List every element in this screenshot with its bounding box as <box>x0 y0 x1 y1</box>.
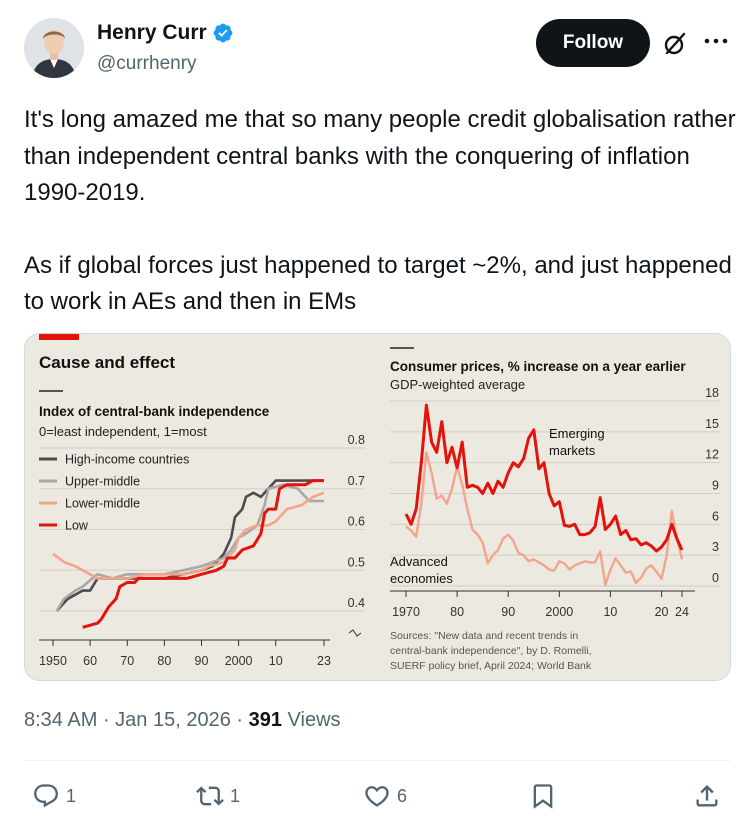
tweet-paragraph-2: As if global forces just happened to tar… <box>24 251 732 316</box>
bookmark-icon <box>533 784 553 809</box>
share-button[interactable] <box>693 780 721 812</box>
right-y-tick-label: 12 <box>705 448 719 462</box>
like-icon <box>365 786 389 807</box>
tweet-media-chart[interactable]: Cause and effect Index of central-bank i… <box>24 333 731 681</box>
avatar-image <box>24 18 84 78</box>
left-y-tick-label: 0.5 <box>348 555 365 569</box>
author-avatar[interactable] <box>24 18 84 78</box>
legend-label: High-income countries <box>65 453 189 467</box>
right-x-tick-label: 24 <box>675 605 689 619</box>
annotation-advanced-2: economies <box>390 571 453 586</box>
source-line-1: Sources: "New data and recent trends in <box>390 630 578 642</box>
left-x-tick-label: 23 <box>317 654 331 668</box>
annotation-emerging-1: Emerging <box>549 426 605 441</box>
source-line-3: SUERF policy brief, April 2024; World Ba… <box>390 660 592 672</box>
left-chart-subtitle: Index of central-bank independence <box>39 404 270 419</box>
like-button[interactable]: 6 <box>363 780 407 812</box>
grok-icon[interactable] <box>662 31 688 57</box>
tweet-text: It's long amazed me that so many people … <box>24 102 736 321</box>
left-x-tick-label: 2000 <box>225 654 253 668</box>
divider <box>24 760 731 761</box>
left-chart-title: Cause and effect <box>39 353 175 372</box>
annotation-emerging-2: markets <box>549 443 596 458</box>
left-series-line <box>52 491 325 580</box>
left-x-tick-label: 1950 <box>39 654 67 668</box>
right-series-line <box>405 451 684 587</box>
like-count: 6 <box>397 785 408 806</box>
tweet-time[interactable]: 8:34 AM <box>24 709 98 731</box>
more-icon[interactable] <box>703 31 729 51</box>
author-name-text: Henry Curr <box>97 21 207 44</box>
right-y-tick-label: 9 <box>712 479 719 493</box>
source-line-2: central-bank independence", by D. Romell… <box>390 645 592 657</box>
right-x-tick-label: 20 <box>655 605 669 619</box>
verified-badge-icon <box>213 23 233 43</box>
right-y-tick-label: 15 <box>705 417 719 431</box>
left-x-tick-label: 10 <box>269 654 283 668</box>
legend-label: Low <box>65 519 89 533</box>
meta-separator: · <box>230 709 249 731</box>
right-x-tick-label: 2000 <box>545 605 573 619</box>
right-y-tick-label: 0 <box>712 571 719 585</box>
left-y-tick-label: 0.6 <box>348 515 365 529</box>
views-count: 391 <box>248 709 282 731</box>
legend-label: Lower-middle <box>65 497 140 511</box>
right-y-tick-label: 18 <box>705 386 719 400</box>
views-label: Views <box>281 709 341 731</box>
reply-button[interactable]: 1 <box>32 780 76 812</box>
left-series-line <box>82 479 324 629</box>
chart-graphic: Cause and effect Index of central-bank i… <box>25 334 730 680</box>
legend-label: Upper-middle <box>65 475 140 489</box>
repost-button[interactable]: 1 <box>196 780 240 812</box>
repost-icon <box>196 786 224 806</box>
reply-count: 1 <box>66 785 77 806</box>
left-x-tick-label: 80 <box>157 654 171 668</box>
follow-button[interactable]: Follow <box>536 19 650 67</box>
left-chart-note: 0=least independent, 1=most <box>39 424 207 439</box>
accent-tag <box>39 334 79 340</box>
left-x-tick-label: 90 <box>195 654 209 668</box>
right-x-tick-label: 90 <box>501 605 515 619</box>
share-icon <box>696 785 718 807</box>
annotation-advanced-1: Advanced <box>390 554 448 569</box>
repost-count: 1 <box>230 785 241 806</box>
reply-icon <box>34 784 58 808</box>
left-x-tick-label: 60 <box>83 654 97 668</box>
right-x-tick-label: 10 <box>603 605 617 619</box>
right-x-tick-label: 1970 <box>392 605 420 619</box>
left-y-tick-label: 0.4 <box>348 596 365 610</box>
left-x-tick-label: 70 <box>120 654 134 668</box>
left-y-tick-label: 0.8 <box>348 433 365 447</box>
author-name[interactable]: Henry Curr <box>97 21 234 45</box>
meta-separator: · <box>97 709 116 731</box>
tweet-paragraph-1: It's long amazed me that so many people … <box>24 106 736 206</box>
right-x-tick-label: 80 <box>450 605 464 619</box>
right-chart-title: Consumer prices, % increase on a year ea… <box>390 359 686 374</box>
axis-break-icon <box>348 629 362 637</box>
left-series-line <box>55 483 324 612</box>
tweet-meta: 8:34 AM · Jan 15, 2026 · 391 Views <box>24 709 341 732</box>
right-y-tick-label: 3 <box>712 540 719 554</box>
right-chart-subtitle: GDP-weighted average <box>390 377 525 392</box>
left-y-tick-label: 0.7 <box>348 474 365 488</box>
right-y-tick-label: 6 <box>712 509 719 523</box>
right-series-line <box>404 403 684 553</box>
tweet-date[interactable]: Jan 15, 2026 <box>115 709 231 731</box>
author-handle[interactable]: @currhenry <box>97 53 197 74</box>
bookmark-button[interactable] <box>529 780 557 812</box>
